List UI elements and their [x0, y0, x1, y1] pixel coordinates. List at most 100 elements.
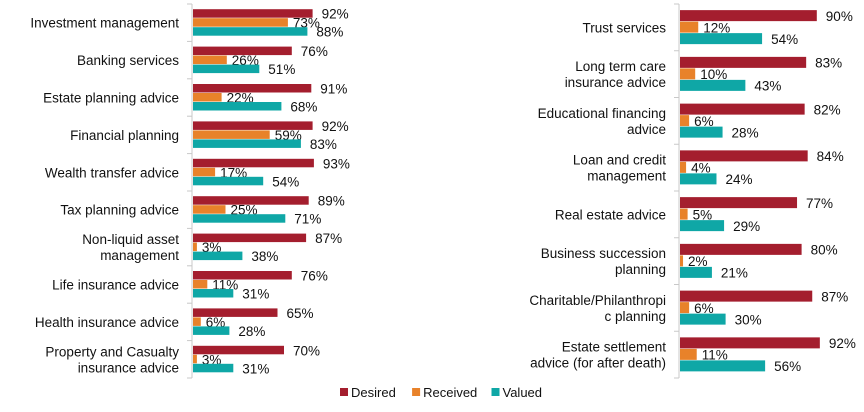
category-label: Estate planning advice: [43, 91, 179, 106]
bar-desired: [680, 10, 817, 22]
data-label-desired: 92%: [322, 7, 349, 22]
category-label: Educational financing advice: [538, 106, 666, 137]
data-label-received: 11%: [702, 348, 728, 363]
data-label-valued: 68%: [290, 100, 317, 115]
data-label-desired: 84%: [817, 149, 844, 164]
bar-valued: [680, 313, 726, 325]
data-label-received: 6%: [694, 301, 714, 316]
bar-desired: [193, 158, 314, 168]
bar-received: [193, 205, 226, 214]
bar-desired: [193, 9, 313, 18]
bar-valued: [193, 214, 286, 223]
bar-desired: [193, 233, 307, 243]
legend-item-received: Received: [412, 385, 477, 400]
bar-desired: [680, 290, 813, 302]
bar-received: [680, 348, 697, 360]
bar-desired: [193, 271, 292, 280]
data-label-received: 11%: [212, 278, 238, 293]
category-label: Investment management: [30, 16, 179, 31]
data-label-received: 10%: [700, 67, 727, 82]
data-label-received: 6%: [694, 114, 714, 129]
bar-received: [193, 93, 222, 102]
data-label-received: 12%: [703, 20, 730, 35]
legend: Desired Received Valued: [340, 385, 542, 400]
bar-received: [680, 21, 699, 33]
bar-valued: [193, 27, 308, 36]
bar-valued: [680, 173, 717, 185]
bar-valued: [193, 139, 301, 148]
data-label-desired: 76%: [301, 44, 328, 59]
bar-desired: [193, 121, 313, 130]
data-label-valued: 43%: [754, 79, 781, 94]
data-label-valued: 56%: [774, 359, 801, 374]
category-label: Loan and credit management: [573, 153, 666, 184]
bar-valued: [680, 360, 766, 372]
data-label-received: 26%: [232, 53, 259, 68]
legend-item-desired: Desired: [340, 385, 396, 400]
data-label-received: 4%: [691, 161, 711, 176]
bar-desired: [193, 345, 284, 355]
category-label: Real estate advice: [555, 207, 666, 222]
category-label: Financial planning: [70, 128, 179, 143]
category-label: Health insurance advice: [35, 315, 179, 330]
data-label-desired: 76%: [301, 269, 328, 284]
bar-valued: [193, 326, 230, 335]
bar-received: [193, 55, 227, 65]
category-label: Life insurance advice: [52, 278, 179, 293]
category-label: Wealth transfer advice: [45, 165, 179, 180]
data-label-desired: 87%: [315, 231, 342, 246]
bar-desired: [680, 56, 807, 68]
legend-label: Desired: [351, 385, 396, 400]
data-label-desired: 91%: [320, 82, 347, 97]
data-label-received: 17%: [220, 165, 247, 180]
data-label-desired: 87%: [821, 289, 848, 304]
data-label-valued: 71%: [294, 212, 321, 227]
bar-received: [680, 161, 687, 173]
bar-received: [193, 354, 197, 364]
bar-valued: [680, 126, 723, 138]
category-label: Banking services: [77, 53, 179, 68]
bar-valued: [193, 289, 234, 298]
bar-desired: [680, 150, 808, 162]
bar-valued: [193, 102, 282, 111]
data-label-desired: 90%: [826, 9, 853, 24]
category-label: Business succession planning: [541, 246, 666, 277]
bar-desired: [193, 46, 292, 56]
bar-received: [193, 242, 197, 252]
bar-desired: [193, 308, 278, 317]
legend-swatch: [412, 388, 421, 396]
data-label-valued: 30%: [735, 312, 762, 327]
bar-received: [193, 18, 288, 27]
data-label-received: 3%: [202, 352, 222, 367]
bar-desired: [680, 103, 805, 115]
data-label-desired: 83%: [815, 56, 842, 71]
data-label-received: 5%: [693, 207, 713, 222]
bar-received: [680, 115, 690, 127]
bar-valued: [680, 79, 746, 91]
data-label-valued: 29%: [733, 219, 760, 234]
data-label-received: 59%: [275, 128, 302, 143]
bar-received: [680, 255, 684, 267]
bar-received: [193, 317, 201, 326]
bar-desired: [680, 337, 820, 349]
legend-swatch: [491, 388, 500, 396]
data-label-received: 73%: [293, 16, 320, 31]
data-label-desired: 65%: [287, 306, 314, 321]
data-label-valued: 31%: [242, 287, 269, 302]
bar-valued: [680, 220, 725, 232]
category-label: Charitable/Philanthropi c planning: [529, 293, 666, 324]
data-label-desired: 80%: [811, 243, 838, 258]
legend-label: Received: [423, 385, 477, 400]
data-label-desired: 92%: [322, 119, 349, 134]
bar-valued: [193, 363, 234, 373]
bar-valued: [193, 64, 260, 74]
bar-received: [680, 208, 688, 220]
data-label-valued: 21%: [721, 266, 748, 281]
bar-desired: [193, 84, 312, 93]
data-label-valued: 38%: [251, 249, 278, 264]
data-label-received: 3%: [202, 240, 222, 255]
bar-received: [193, 167, 216, 177]
legend-item-valued: Valued: [491, 385, 542, 400]
data-label-desired: 89%: [318, 194, 345, 209]
